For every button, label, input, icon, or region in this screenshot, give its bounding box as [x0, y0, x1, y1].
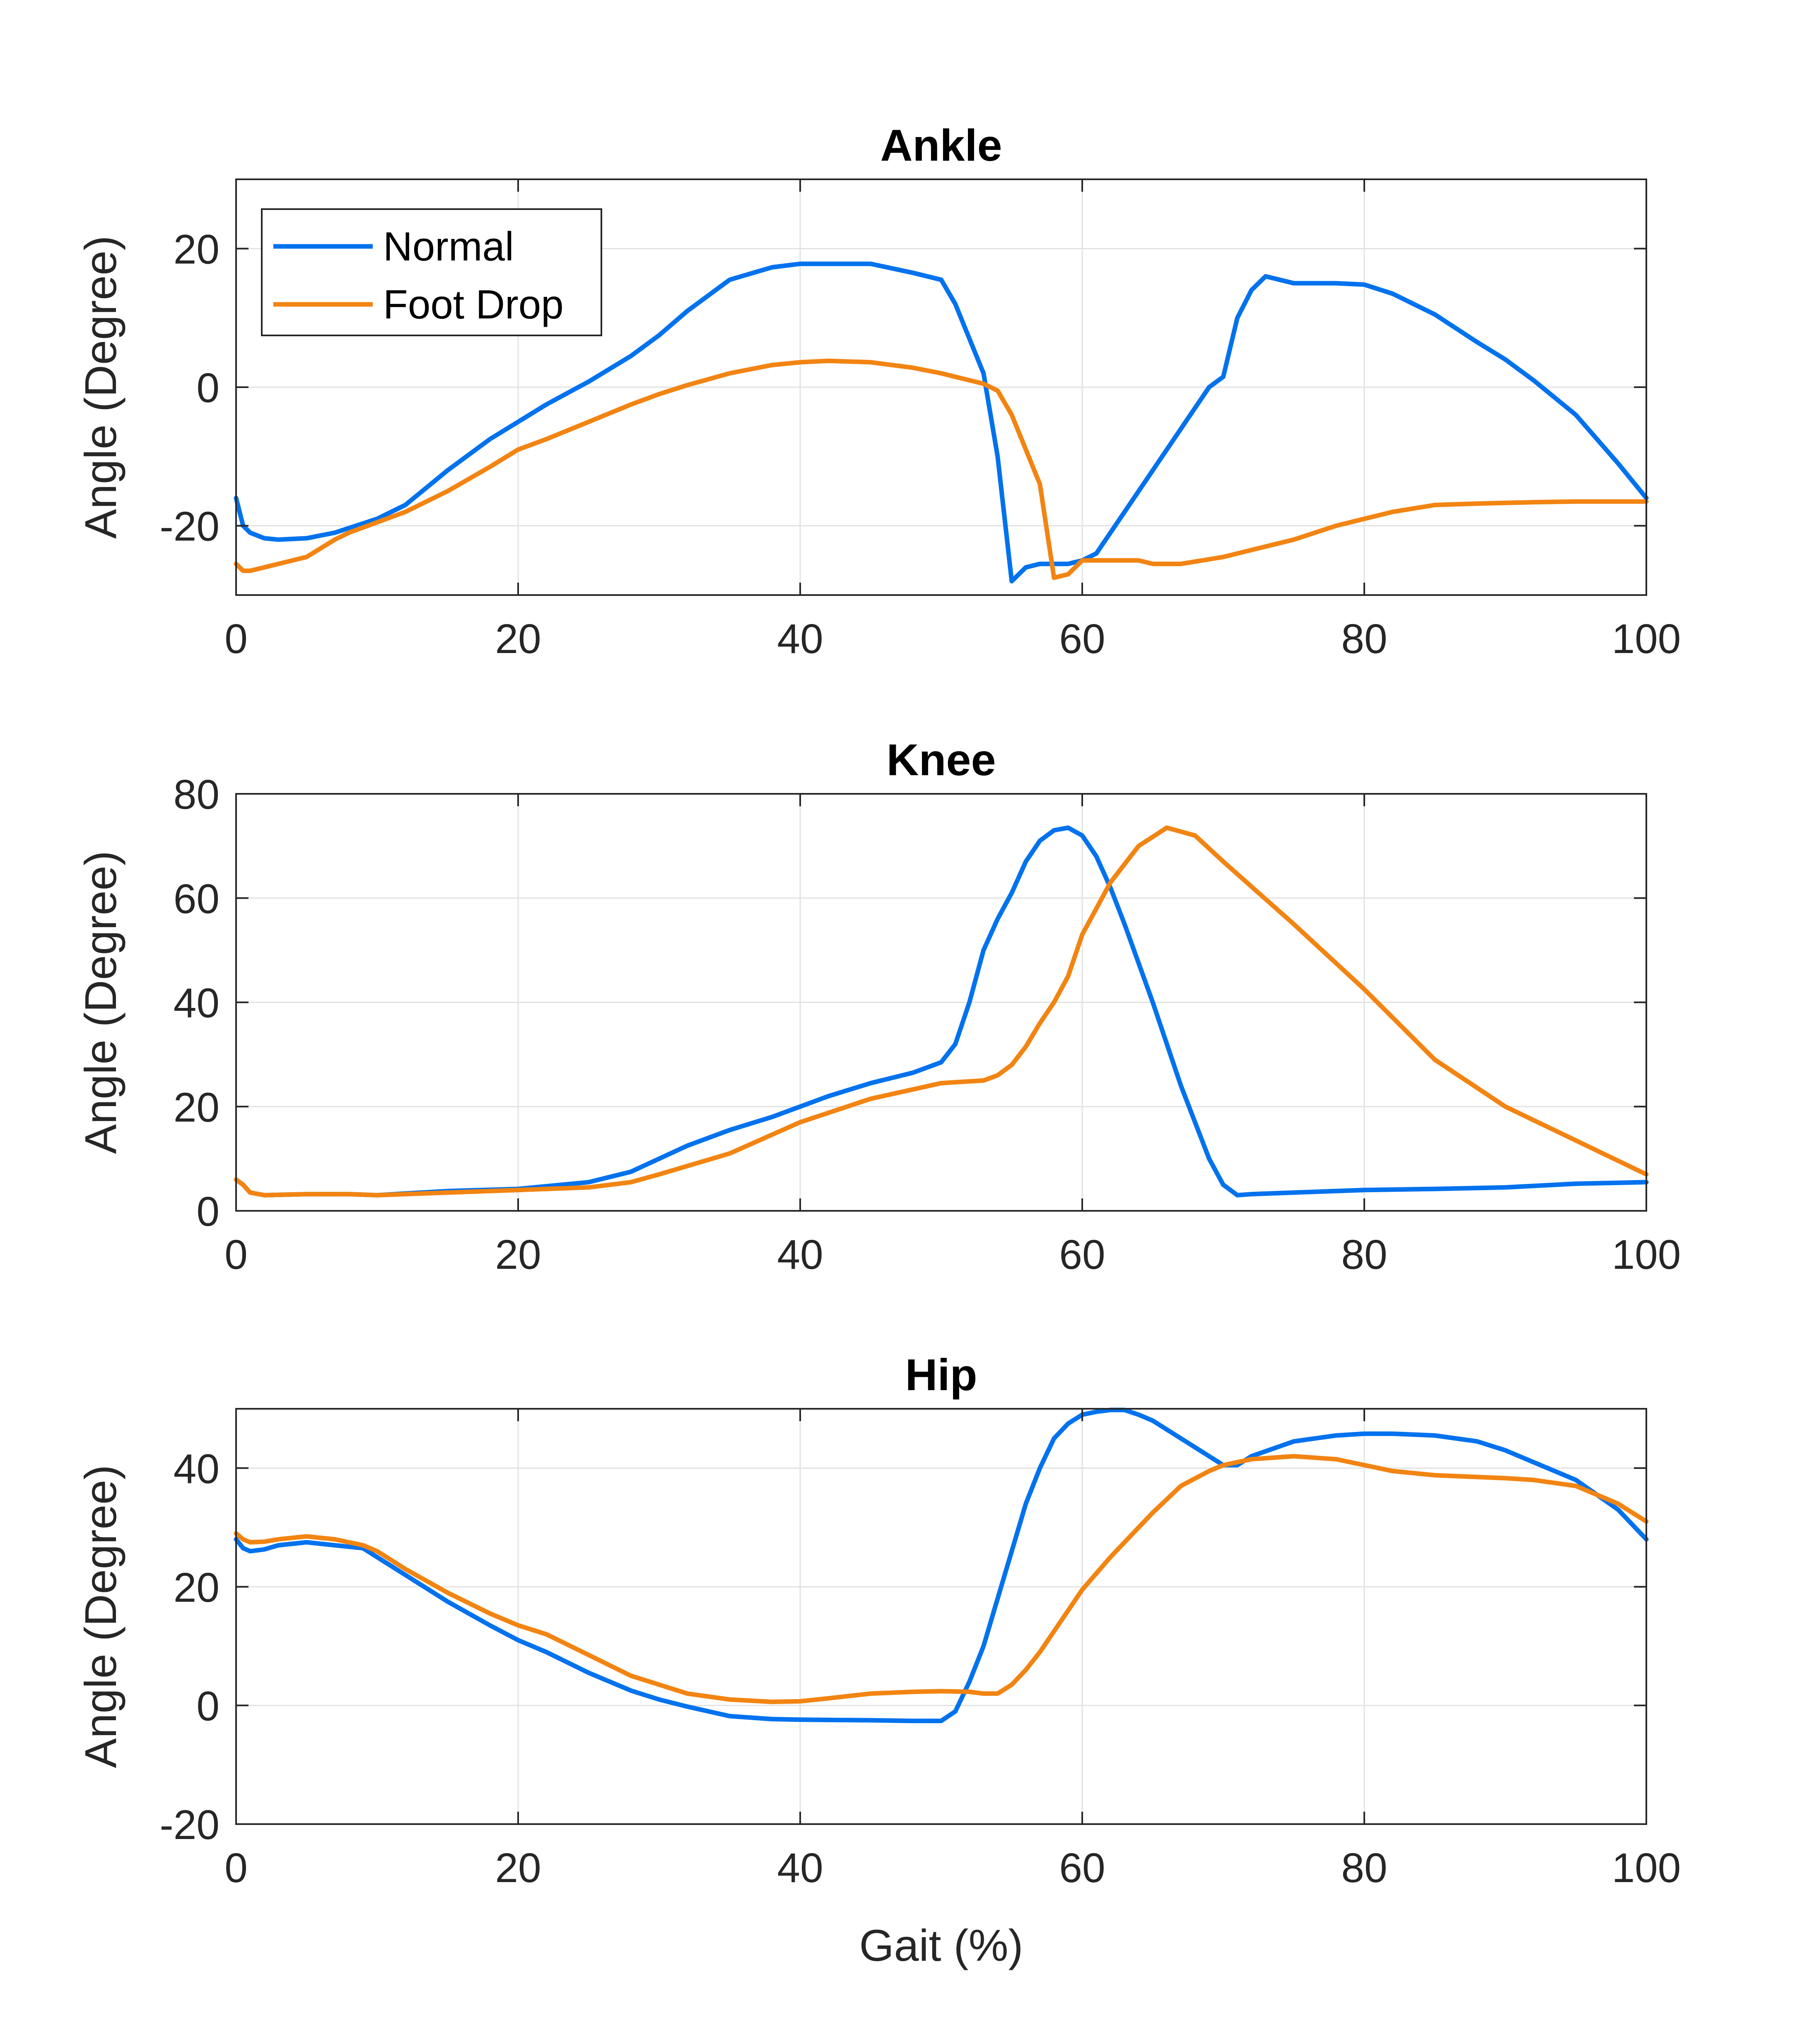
y-tick-label: 60 [174, 876, 220, 922]
x-tick-label: 100 [1612, 1845, 1681, 1891]
legend-box [261, 208, 602, 336]
series-line-normal [234, 1408, 1649, 1723]
y-tick-label: 0 [196, 1188, 220, 1235]
y-axis-label: Angle (Degree) [75, 236, 125, 539]
axes-frame [235, 1408, 1647, 1825]
y-axis-label: Angle (Degree) [75, 851, 125, 1154]
x-tick-label: 60 [1059, 1232, 1105, 1278]
y-tick-label: 20 [174, 226, 220, 272]
x-tick-label: 0 [224, 616, 248, 662]
x-tick-label: 80 [1341, 1232, 1387, 1278]
panel-ankle: 0 20 40 60 80 100 -20 0 20 Ankle Angle (Degree) Nor… [75, 120, 1681, 662]
x-tick-label: 20 [495, 1232, 541, 1278]
x-tick-label: 100 [1612, 1232, 1681, 1278]
x-tick-label: 100 [1612, 616, 1681, 662]
x-tick-label: 80 [1341, 1845, 1387, 1891]
x-tick-label: 40 [777, 616, 823, 662]
y-tick-label: 40 [174, 1446, 220, 1492]
x-tick-label: 80 [1341, 616, 1387, 662]
x-tick-label: 0 [224, 1232, 248, 1278]
panel-knee: 0 20 40 60 80 100 0 20 40 60 80 Knee Angle (Degree) [75, 735, 1681, 1278]
x-tick-label: 0 [224, 1845, 248, 1891]
y-tick-label: 80 [174, 771, 220, 818]
y-tick-label: 20 [174, 1084, 220, 1130]
series-line-foot-drop [234, 1454, 1649, 1704]
x-tick-label: 60 [1059, 1845, 1105, 1891]
x-tick-label: 40 [777, 1845, 823, 1891]
y-tick-label: 0 [196, 1683, 220, 1729]
x-tick-label: 20 [495, 1845, 541, 1891]
legend-label-foot-drop: Foot Drop [383, 282, 564, 327]
x-tick-label: 40 [777, 1232, 823, 1278]
y-axis-label: Angle (Degree) [75, 1465, 125, 1768]
y-tick-label: 40 [174, 980, 220, 1027]
series-line-foot-drop [234, 825, 1649, 1198]
chart-title: Knee [886, 735, 996, 785]
x-tick-label: 20 [495, 616, 541, 662]
legend: Normal Foot Drop [261, 208, 602, 336]
y-tick-label: 20 [174, 1564, 220, 1611]
legend-label-normal: Normal [383, 224, 514, 269]
y-tick-label: 0 [196, 365, 220, 411]
y-tick-label: -20 [159, 1802, 220, 1848]
chart-title: Ankle [880, 120, 1002, 170]
y-tick-label: -20 [159, 504, 220, 550]
series-line-foot-drop [234, 358, 1649, 580]
series-line-normal [234, 825, 1649, 1198]
x-tick-label: 60 [1059, 616, 1105, 662]
series-line-normal [234, 261, 1649, 583]
chart-title: Hip [905, 1350, 977, 1400]
x-axis-label: Gait (%) [859, 1920, 1023, 1970]
